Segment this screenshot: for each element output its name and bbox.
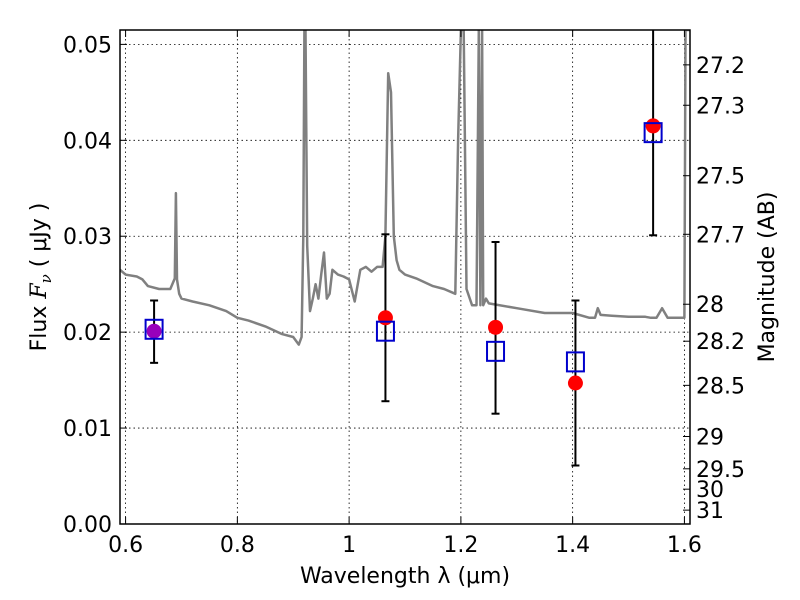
right-tick-label: 31 [696,499,724,524]
observed-flux-point [488,319,504,335]
right-tick-label: 27.2 [696,54,745,79]
right-tick-label: 28 [696,293,724,318]
x-tick-label: 0.6 [108,533,143,558]
x-tick-label: 1.4 [555,533,590,558]
model-photometry-point [375,320,395,342]
right-tick-label: 29 [696,426,724,451]
x-tick-label: 1.2 [443,533,478,558]
model-photometry-point [565,351,585,373]
y-axis-label: Flux Fν ( μJy ) [27,203,55,352]
x-tick-label: 0.8 [220,533,255,558]
y-axis-label-subscript: ν [37,274,55,283]
y-axis-label-suffix: ( μJy ) [27,203,52,275]
y-tick-label: 0.01 [63,417,112,442]
right-tick-label: 29.5 [696,458,745,483]
plot-frame [119,29,691,525]
plot-content [120,30,690,467]
right-axis-label: Magnitude (AB) [755,192,780,363]
data-points [144,30,663,467]
y-tick-label: 0.02 [63,321,112,346]
x-tick-label: 1.6 [667,533,702,558]
y-tick-label: 0.03 [63,225,112,250]
right-tick-label: 30 [696,478,724,503]
spectrum-line [120,30,690,346]
x-axis-label: Wavelength λ (μm) [300,564,510,589]
observed-flux-point [146,323,162,339]
model-photometry-point [486,340,506,362]
x-tick-label: 1 [342,533,356,558]
right-tick-label: 27.7 [696,223,745,248]
y-tick-label: 0.00 [63,513,112,538]
right-tick-label: 28.5 [696,374,745,399]
plot-area-background [120,30,690,524]
axis-ticks: 0.6 0.8 1 1.2 1.4 1.6 0.00 0.01 0.02 0.03 0.04 0.05… [63,30,745,558]
model-photometry-point [643,122,663,144]
observed-flux-point [645,118,661,134]
y-axis-label-prefix: Flux [27,299,52,352]
right-tick-label: 27.3 [696,94,745,119]
y-axis-label-symbol: F [27,283,52,300]
right-tick-label: 28.2 [696,330,745,355]
observed-flux-point [567,375,583,391]
y-tick-label: 0.04 [63,129,112,154]
right-tick-label: 27.5 [696,165,745,190]
observed-flux-point [377,310,393,326]
y-tick-label: 0.05 [63,33,112,58]
model-photometry-point [144,318,164,340]
